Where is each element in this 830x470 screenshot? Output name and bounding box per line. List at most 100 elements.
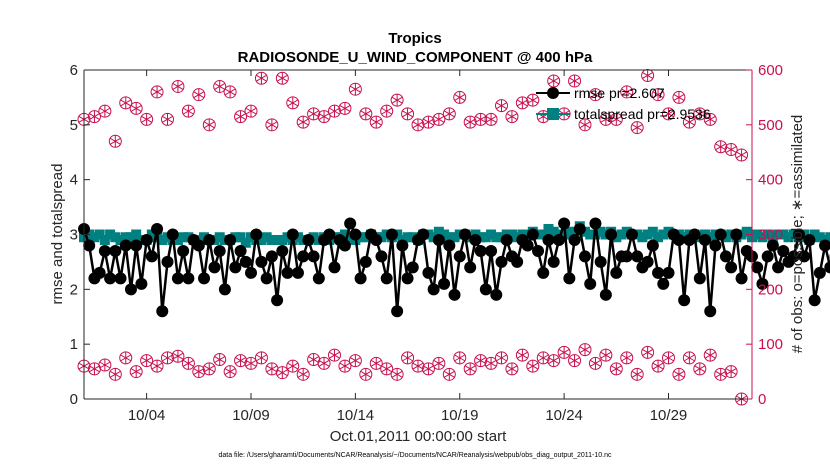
rmse-point-20 (182, 272, 195, 285)
rmse-point-120 (704, 305, 717, 318)
obs-assimilated-asterisk (141, 354, 153, 367)
rmse-point-34 (255, 255, 268, 268)
rmse-point-23 (198, 272, 211, 285)
obs-assimilated-asterisk (162, 113, 173, 126)
rmse-point-118 (693, 272, 706, 285)
rmse-line (82, 219, 830, 312)
rmse-point-38 (276, 244, 289, 257)
y-right-tick-label: 100 (758, 336, 783, 353)
obs-count-marker-low-58 (682, 351, 696, 365)
rmse-point-78 (485, 244, 498, 257)
x-tick-labels: 10/04 10/09 10/14 10/19 10/24 10/29 (128, 407, 687, 424)
obs-count-marker-high-4 (119, 96, 133, 110)
obs-count-marker-high-20 (286, 96, 300, 110)
rmse-point-123 (719, 250, 732, 263)
obs-count-marker-low-37 (463, 362, 477, 376)
rmse-point-110 (652, 266, 665, 279)
obs-assimilated-asterisk (548, 74, 560, 87)
rmse-point-92 (558, 217, 571, 230)
rmse-point-98 (589, 217, 602, 230)
obs-count-marker-high-53 (630, 121, 644, 135)
obs-count-marker-high-55 (651, 88, 665, 102)
obs-count-marker-high-2 (98, 104, 112, 118)
rmse-point-26 (213, 244, 226, 257)
totalspread-point-9 (125, 232, 136, 243)
rmse-point-15 (156, 305, 169, 318)
totalspread-point-99 (595, 226, 606, 237)
obs-count-marker-low-54 (641, 345, 655, 359)
totalspread-point-15 (157, 234, 168, 245)
rmse-point-89 (542, 233, 555, 246)
y-tick-labels: 0 1 2 3 4 5 6 (70, 62, 78, 408)
obs-count-marker-high-12 (202, 118, 216, 132)
totalspread-point-90 (548, 226, 559, 237)
obs-count-marker-high-15 (234, 110, 248, 124)
obs-assimilated-asterisk (203, 118, 215, 131)
totalspread-point-89 (543, 224, 554, 235)
totalspread-point-130 (757, 232, 768, 243)
obs-assimilated-asterisk (266, 362, 278, 375)
obs-count-marker-high-26 (348, 82, 362, 96)
rmse-point-73 (458, 228, 471, 241)
obs-assimilated-asterisk (558, 346, 570, 359)
obs-count-marker-high-56 (662, 107, 675, 121)
obs-assimilated-asterisk (600, 113, 612, 126)
obs-assimilated-asterisk (297, 368, 309, 381)
rmse-point-86 (526, 228, 539, 241)
obs-assimilated-asterisk (308, 353, 320, 366)
obs-assimilated-asterisk (652, 360, 664, 373)
obs-assimilated-asterisk (349, 354, 361, 367)
obs-assimilated-asterisk (496, 351, 507, 364)
obs-assimilated-asterisk (506, 110, 518, 123)
obs-assimilated-asterisk (631, 121, 643, 134)
obs-count-marker-low-51 (609, 362, 623, 376)
totalspread-point-107 (637, 232, 648, 243)
obs-assimilated-asterisk (287, 360, 299, 373)
obs-assimilated-asterisk (704, 113, 716, 126)
obs-count-marker-low-49 (588, 356, 602, 370)
rmse-point-65 (417, 228, 430, 241)
totalspread-point-88 (538, 229, 549, 240)
obs-count-marker-high-60 (703, 112, 717, 126)
rmse-point-87 (532, 244, 545, 257)
obs-assimilated-asterisk (88, 110, 100, 123)
rmse-point-72 (453, 250, 466, 263)
obs-assimilated-asterisk (715, 368, 727, 381)
rmse-point-136 (787, 250, 800, 263)
y-tick-label: 0 (70, 391, 78, 408)
obs-assimilated-asterisk (182, 105, 194, 118)
rmse-point-122 (714, 228, 727, 241)
x-tick-label: 10/24 (545, 407, 583, 424)
obs-assimilated-asterisk (235, 354, 247, 367)
rmse-point-18 (171, 272, 184, 285)
obs-count-marker-high-63 (735, 148, 749, 162)
totalspread-point-103 (616, 229, 627, 240)
rmse-point-47 (323, 228, 336, 241)
rmse-point-100 (599, 288, 612, 301)
rmse-point-124 (725, 261, 738, 274)
obs-count-marker-high-23 (317, 110, 331, 124)
rmse-point-112 (662, 266, 675, 279)
totalspread-point-69 (439, 229, 450, 240)
obs-assimilated-asterisk (527, 360, 539, 373)
chart-title: Tropics (388, 30, 441, 47)
obs-count-marker-high-45 (547, 74, 561, 88)
y-right-tick-label: 200 (758, 281, 783, 298)
rmse-point-62 (401, 272, 414, 285)
rmse-point-85 (521, 239, 534, 252)
rmse-point-17 (166, 228, 179, 241)
rmse-point-19 (177, 244, 190, 257)
obs-count-marker-low-46 (557, 345, 571, 359)
totalspread-point-6 (110, 232, 121, 243)
obs-assimilated-asterisk (506, 362, 518, 375)
obs-assimilated-asterisk (203, 362, 215, 375)
obs-assimilated-asterisk (266, 118, 278, 131)
legend: rmse pr=2.607 totalspread pr=2.9536 (536, 85, 711, 122)
rmse-point-130 (756, 277, 769, 290)
rmse-point-9 (124, 283, 137, 296)
rmse-point-50 (338, 239, 351, 252)
totalspread-point-97 (585, 229, 596, 240)
obs-assimilated-asterisk (537, 351, 549, 364)
